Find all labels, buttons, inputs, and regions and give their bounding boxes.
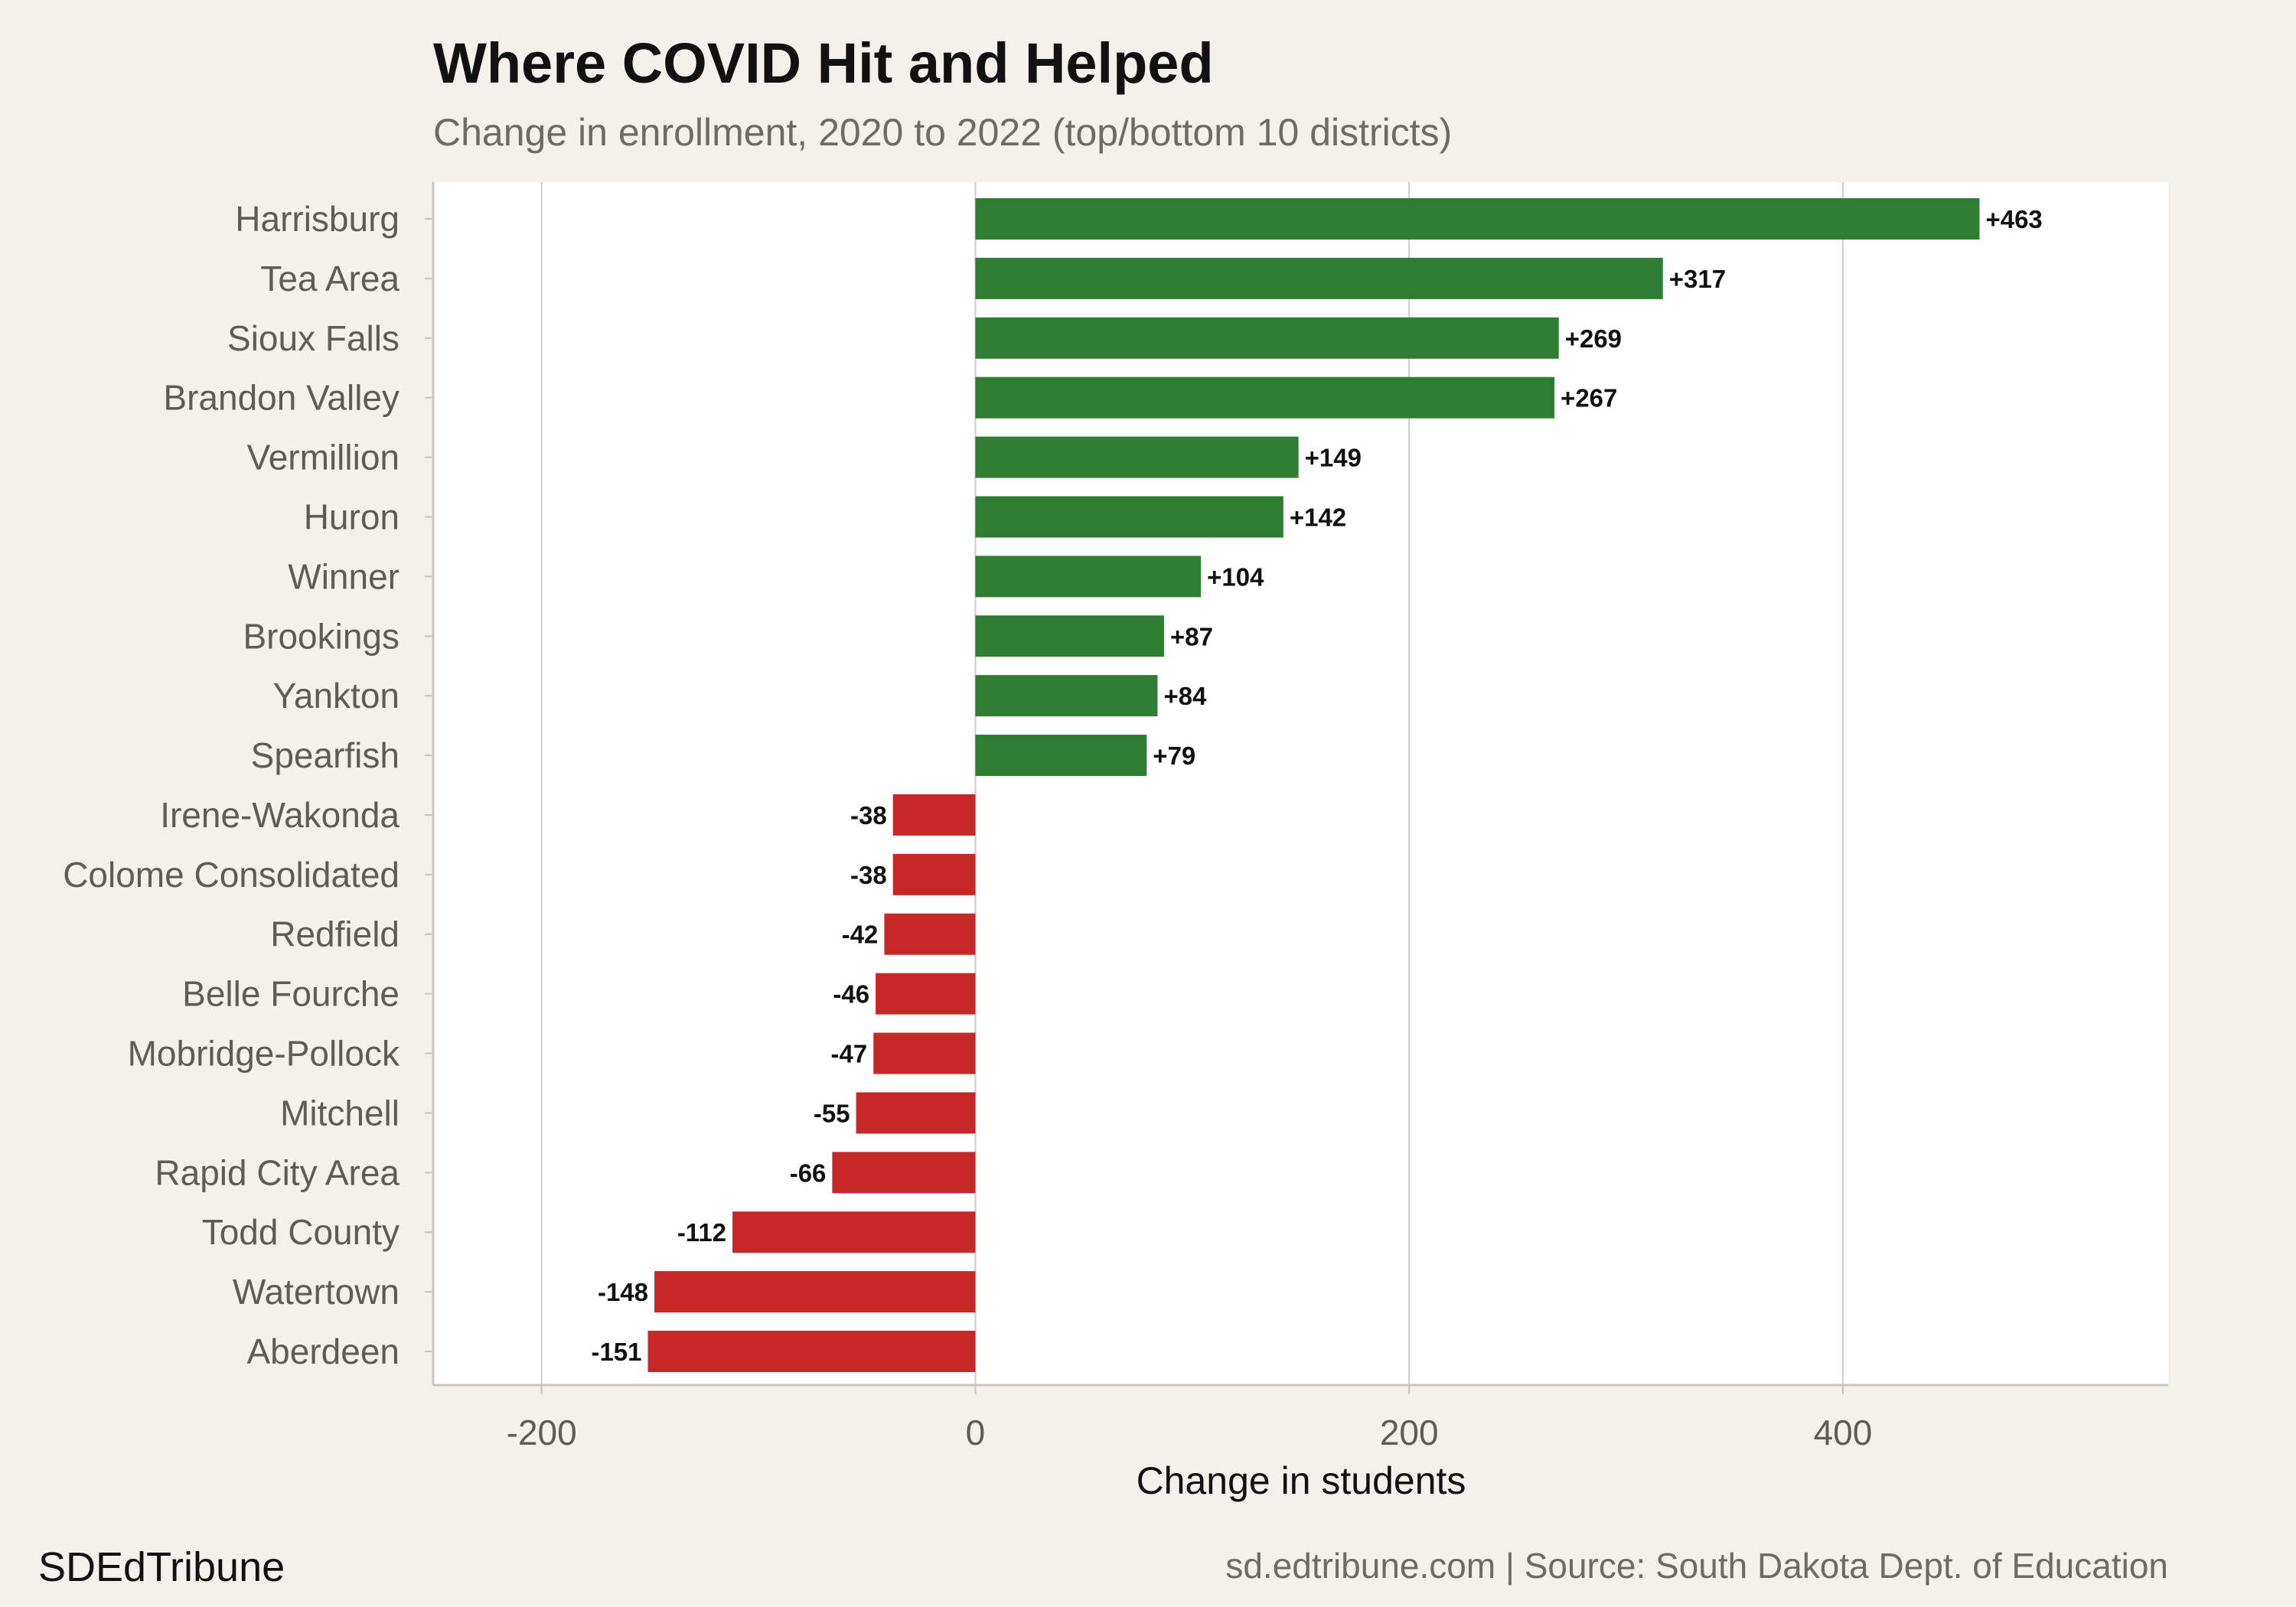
bar <box>975 198 1980 240</box>
bar-value-label: -47 <box>831 1040 868 1068</box>
category-label: Harrisburg <box>235 199 400 239</box>
bar <box>647 1331 976 1372</box>
bar-value-label: +142 <box>1290 503 1346 531</box>
category-label: Redfield <box>270 914 400 954</box>
bar <box>732 1211 976 1253</box>
value-labels: +463 +317 +269 +267 +149 +142 +104 +87 +84 +79 -38… <box>591 205 2042 1366</box>
bar-value-label: +84 <box>1163 682 1207 710</box>
bar <box>876 973 976 1015</box>
bar-value-label: -55 <box>814 1099 850 1127</box>
bar <box>975 376 1555 419</box>
source-credit: sd.edtribune.com | Source: South Dakota … <box>1225 1546 2168 1586</box>
bar-value-label: +87 <box>1170 622 1213 650</box>
bar-value-label: +104 <box>1207 562 1264 591</box>
bar <box>975 496 1283 538</box>
bar-value-label: +79 <box>1153 742 1195 770</box>
category-label: Spearfish <box>251 735 400 775</box>
category-label: Rapid City Area <box>155 1152 400 1192</box>
category-label: Huron <box>304 497 400 536</box>
bar <box>975 675 1158 717</box>
bar <box>975 257 1663 299</box>
bar <box>856 1092 976 1134</box>
bar-value-label: -66 <box>790 1159 827 1187</box>
category-label: Brandon Valley <box>163 378 400 418</box>
bar-value-label: -46 <box>833 980 869 1009</box>
chart-subtitle: Change in enrollment, 2020 to 2022 (top/… <box>433 111 1452 154</box>
bar <box>873 1032 976 1074</box>
bar-value-label: -42 <box>842 921 879 949</box>
bar <box>654 1271 976 1313</box>
bar <box>892 853 976 895</box>
brand-name: SDEdTribune <box>38 1544 285 1590</box>
category-label: Yankton <box>273 676 400 715</box>
x-tick-label: 200 <box>1380 1413 1439 1452</box>
bar-value-label: -38 <box>850 861 887 889</box>
bar <box>975 317 1559 359</box>
x-axis-title: Change in students <box>1137 1459 1466 1502</box>
bar-value-label: -38 <box>850 801 887 830</box>
category-label: Watertown <box>233 1272 400 1312</box>
category-label: Mitchell <box>280 1093 400 1133</box>
category-label: Brookings <box>243 616 400 656</box>
category-label: Sioux Falls <box>227 318 400 358</box>
bar-value-label: +317 <box>1669 265 1726 293</box>
bar-value-label: +269 <box>1565 324 1622 353</box>
bar <box>975 436 1299 478</box>
bar <box>884 913 976 955</box>
bar <box>975 556 1202 598</box>
bars <box>647 198 1980 1372</box>
bar <box>975 735 1147 777</box>
category-label: Belle Fourche <box>182 974 400 1014</box>
category-labels: Harrisburg Tea Area Sioux Falls Brandon Val… <box>63 199 433 1371</box>
chart-title: Where COVID Hit and Helped <box>433 31 1214 95</box>
bar <box>832 1152 976 1194</box>
category-label: Colome Consolidated <box>63 855 400 895</box>
category-label: Irene-Wakonda <box>160 795 400 835</box>
bar-value-label: -151 <box>591 1338 641 1366</box>
x-tick-label: 0 <box>966 1413 986 1452</box>
bar-value-label: -112 <box>677 1218 726 1247</box>
plot-panel <box>433 182 2168 1385</box>
category-label: Todd County <box>202 1212 400 1252</box>
bar-value-label: -148 <box>598 1278 648 1306</box>
category-label: Mobridge-Pollock <box>128 1034 400 1074</box>
x-tick-label: -200 <box>507 1413 577 1452</box>
category-label: Aberdeen <box>247 1332 400 1371</box>
bar <box>892 794 976 836</box>
category-label: Tea Area <box>260 259 400 298</box>
category-label: Winner <box>288 556 400 596</box>
bar <box>975 615 1164 657</box>
bar-value-label: +149 <box>1305 444 1362 472</box>
bar-value-label: +463 <box>1985 205 2042 233</box>
bar-value-label: +267 <box>1561 384 1617 412</box>
category-label: Vermillion <box>247 438 400 478</box>
x-tick-labels: -200 0 200 400 <box>507 1385 1873 1452</box>
x-tick-label: 400 <box>1814 1413 1873 1452</box>
